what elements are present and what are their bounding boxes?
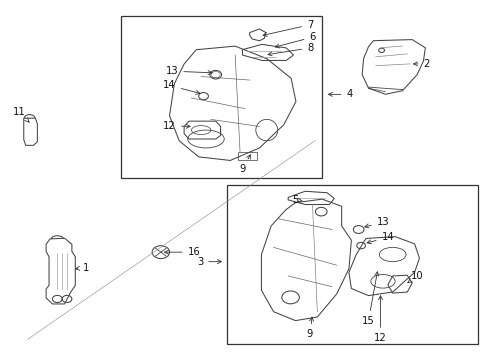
Text: 12: 12 [163, 121, 190, 131]
Text: 4: 4 [328, 89, 352, 99]
Text: 5: 5 [292, 195, 301, 204]
Text: 8: 8 [267, 43, 313, 56]
Text: 13: 13 [364, 217, 388, 228]
Text: 2: 2 [413, 59, 429, 69]
Text: 13: 13 [165, 66, 212, 76]
Text: 9: 9 [239, 155, 250, 174]
Text: 11: 11 [13, 107, 29, 122]
Bar [120, 16, 322, 178]
Text: 9: 9 [306, 317, 313, 339]
Bar [237, 152, 257, 161]
Text: 15: 15 [361, 272, 378, 326]
Bar [227, 185, 477, 344]
Text: 7: 7 [263, 20, 313, 36]
Text: 12: 12 [373, 296, 386, 343]
Text: 14: 14 [163, 80, 200, 94]
Text: 10: 10 [407, 271, 423, 283]
Text: 6: 6 [275, 32, 315, 48]
Text: 16: 16 [164, 247, 200, 257]
Text: 3: 3 [197, 257, 221, 267]
Text: 14: 14 [366, 232, 393, 244]
Text: 1: 1 [76, 262, 89, 273]
